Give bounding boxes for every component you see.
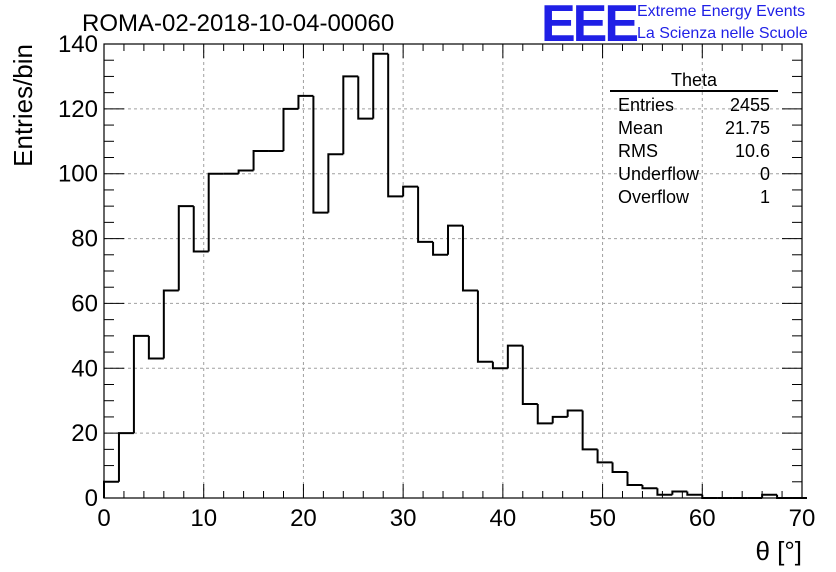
- histogram-bin: [671, 490, 688, 495]
- histogram-bin: [641, 485, 658, 490]
- histogram-bin: [192, 206, 209, 253]
- histogram-bin: [491, 361, 508, 370]
- org-name-line1: Extreme Energy Events: [637, 3, 806, 20]
- y-tick-label: 60: [71, 290, 98, 317]
- x-tick-label: 30: [390, 505, 417, 532]
- histogram-bin: [686, 491, 703, 496]
- histogram-bin: [387, 53, 404, 198]
- stat-value: 2455: [729, 95, 770, 115]
- stat-label: RMS: [618, 141, 658, 161]
- histogram-bin: [581, 410, 598, 451]
- histogram-bin: [342, 75, 359, 155]
- histogram-bin: [237, 169, 254, 174]
- histogram-bin: [626, 472, 643, 487]
- x-tick-label: 20: [290, 505, 317, 532]
- histogram-bin: [536, 403, 553, 425]
- eee-logo: EEE: [541, 0, 639, 53]
- y-axis-label: Entries/bin: [8, 44, 38, 167]
- y-tick-label: 0: [85, 485, 98, 512]
- histogram-bin: [521, 345, 538, 405]
- histogram-bin: [282, 107, 299, 152]
- histogram-bin: [252, 150, 269, 171]
- stat-value: 21.75: [724, 118, 770, 138]
- histogram-bin: [432, 241, 449, 256]
- org-name-line2: La Scienza nelle Scuole: [637, 25, 808, 42]
- y-tick-label: 140: [58, 31, 98, 58]
- stat-row-overflow: Overflow 1: [610, 186, 778, 209]
- histogram-bin: [103, 480, 119, 498]
- x-tick-label: 70: [789, 505, 816, 532]
- stat-value: 10.6: [734, 141, 770, 161]
- histogram-bin: [611, 462, 628, 474]
- x-tick-label: 0: [97, 505, 110, 532]
- histogram-bin: [417, 186, 434, 243]
- histogram-bin: [596, 449, 613, 464]
- histogram-bin: [656, 488, 673, 496]
- stat-value: 1: [759, 187, 770, 207]
- stat-label: Overflow: [618, 187, 690, 207]
- histogram-bin: [177, 205, 194, 291]
- y-tick-label: 20: [71, 420, 98, 447]
- stat-label: Entries: [618, 95, 675, 115]
- histogram-bin: [506, 344, 523, 369]
- histogram-bin: [476, 290, 493, 363]
- y-tick-label: 120: [58, 96, 98, 123]
- stat-value: 0: [759, 164, 770, 184]
- stats-title: Theta: [610, 70, 778, 92]
- histogram-bin: [402, 185, 419, 197]
- stat-row-mean: Mean 21.75: [610, 117, 778, 140]
- stat-row-underflow: Underflow 0: [610, 163, 778, 186]
- chart-title: ROMA-02-2018-10-04-00060: [82, 10, 395, 37]
- stat-row-rms: RMS 10.6: [610, 140, 778, 163]
- stat-label: Mean: [618, 118, 664, 138]
- histogram-bin: [461, 225, 478, 292]
- stats-box: Theta Entries 2455 Mean 21.75 RMS 10.6 U…: [610, 70, 778, 209]
- histogram-bin: [551, 415, 568, 424]
- histogram-bin: [117, 432, 134, 482]
- histogram-bin: [207, 172, 224, 252]
- histogram-bin: [357, 76, 374, 120]
- histogram-bin: [312, 95, 329, 214]
- y-tick-label: 100: [58, 161, 98, 188]
- histogram-bin: [297, 94, 314, 109]
- x-tick-label: 50: [589, 505, 616, 532]
- stat-row-entries: Entries 2455: [610, 94, 778, 117]
- histogram-bin: [372, 52, 389, 119]
- x-tick-label: 40: [490, 505, 517, 532]
- stat-label: Underflow: [618, 164, 700, 184]
- histogram-bin: [162, 289, 179, 359]
- histogram-bin: [447, 224, 463, 255]
- x-axis-label: θ [°]: [755, 536, 802, 566]
- histogram-bin: [566, 409, 583, 417]
- x-tick-label: 60: [689, 505, 716, 532]
- histogram-bin: [132, 334, 149, 434]
- y-tick-label: 40: [71, 355, 98, 382]
- x-tick-label: 10: [190, 505, 217, 532]
- histogram-bin: [147, 335, 164, 360]
- histogram-bin: [327, 153, 344, 213]
- y-tick-label: 80: [71, 226, 98, 253]
